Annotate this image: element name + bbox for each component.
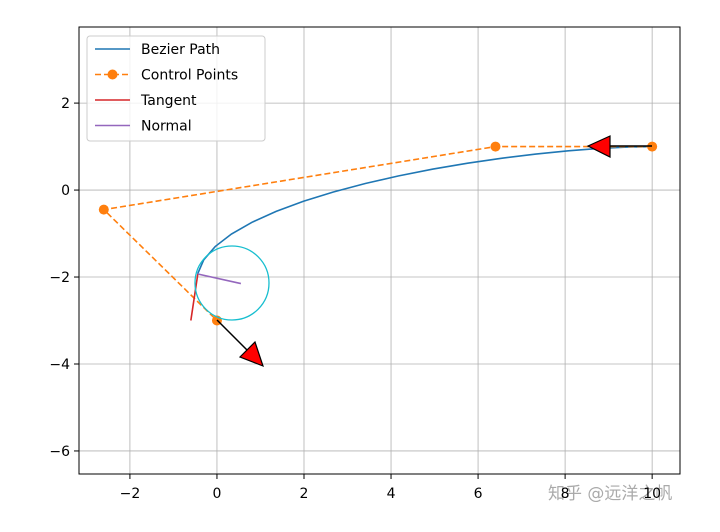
y-tick-label: 0	[61, 183, 70, 199]
y-tick-label: −4	[49, 357, 70, 373]
curvature-circle	[194, 245, 270, 321]
y-tick-label: −6	[49, 444, 70, 460]
grid	[79, 27, 680, 474]
legend: Bezier Path Control Points Tangent Normal	[86, 35, 266, 142]
y-tick-label: 2	[61, 96, 70, 112]
watermark: 知乎 @远洋之帆	[548, 484, 672, 504]
point	[647, 141, 658, 152]
legend-marker	[107, 69, 118, 80]
legend-box	[86, 35, 266, 142]
series-line	[102, 145, 653, 322]
series-line	[190, 273, 199, 321]
legend-label: Control Points	[141, 68, 238, 84]
arrow-head	[238, 340, 264, 368]
x-tick-label: 0	[212, 486, 221, 502]
x-tick-label: 8	[561, 486, 570, 502]
y-tick-label: −2	[49, 270, 70, 286]
legend-label: Normal	[141, 119, 192, 135]
x-tick-label: 4	[387, 486, 396, 502]
x-tick-label: 10	[643, 486, 661, 502]
x-tick-label: 2	[300, 486, 309, 502]
axes-frame	[78, 26, 681, 475]
series-line	[196, 145, 653, 275]
point	[490, 141, 501, 152]
point	[98, 204, 109, 215]
legend-label: Tangent	[140, 93, 197, 109]
x-tick-label: −2	[120, 486, 141, 502]
x-tick-label: 6	[474, 486, 483, 502]
arrow-head	[586, 135, 611, 158]
series-line	[197, 273, 242, 285]
legend-label: Bezier Path	[141, 42, 220, 58]
